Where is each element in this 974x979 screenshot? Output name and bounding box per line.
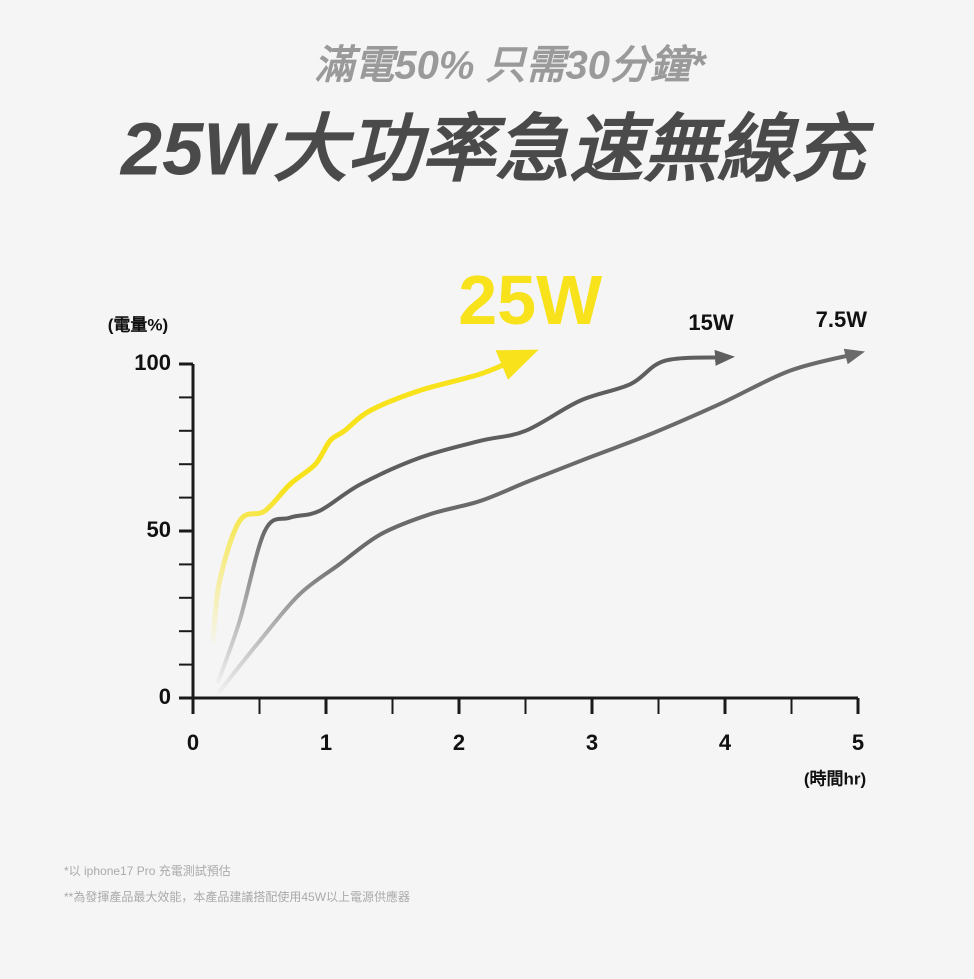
- series-label: 7.5W: [816, 307, 868, 332]
- footnote: **為發揮產品最大效能，本產品建議搭配使用45W以上電源供應器: [64, 889, 410, 904]
- y-tick-label: 100: [134, 350, 171, 375]
- x-tick-label: 5: [852, 730, 864, 755]
- x-tick-label: 2: [453, 730, 465, 755]
- x-axis-label: (時間hr): [804, 768, 866, 788]
- y-tick-label: 50: [147, 517, 171, 542]
- y-axis-label: (電量%): [108, 314, 168, 334]
- chart-subtitle: 滿電50% 只需30分鐘*: [314, 44, 708, 88]
- footnote: *以 iphone17 Pro 充電測試預估: [64, 863, 231, 878]
- x-tick-label: 0: [187, 730, 199, 755]
- series-line: [216, 349, 735, 684]
- series-label: 25W: [458, 261, 602, 339]
- series-label: 15W: [688, 310, 733, 335]
- y-tick-label: 0: [159, 684, 171, 709]
- x-tick-label: 1: [320, 730, 332, 755]
- x-tick-label: 3: [586, 730, 598, 755]
- series-line: [217, 348, 866, 694]
- x-tick-label: 4: [719, 730, 732, 755]
- series-line: [210, 349, 539, 644]
- chart-title: 25W大功率急速無線充: [119, 108, 875, 191]
